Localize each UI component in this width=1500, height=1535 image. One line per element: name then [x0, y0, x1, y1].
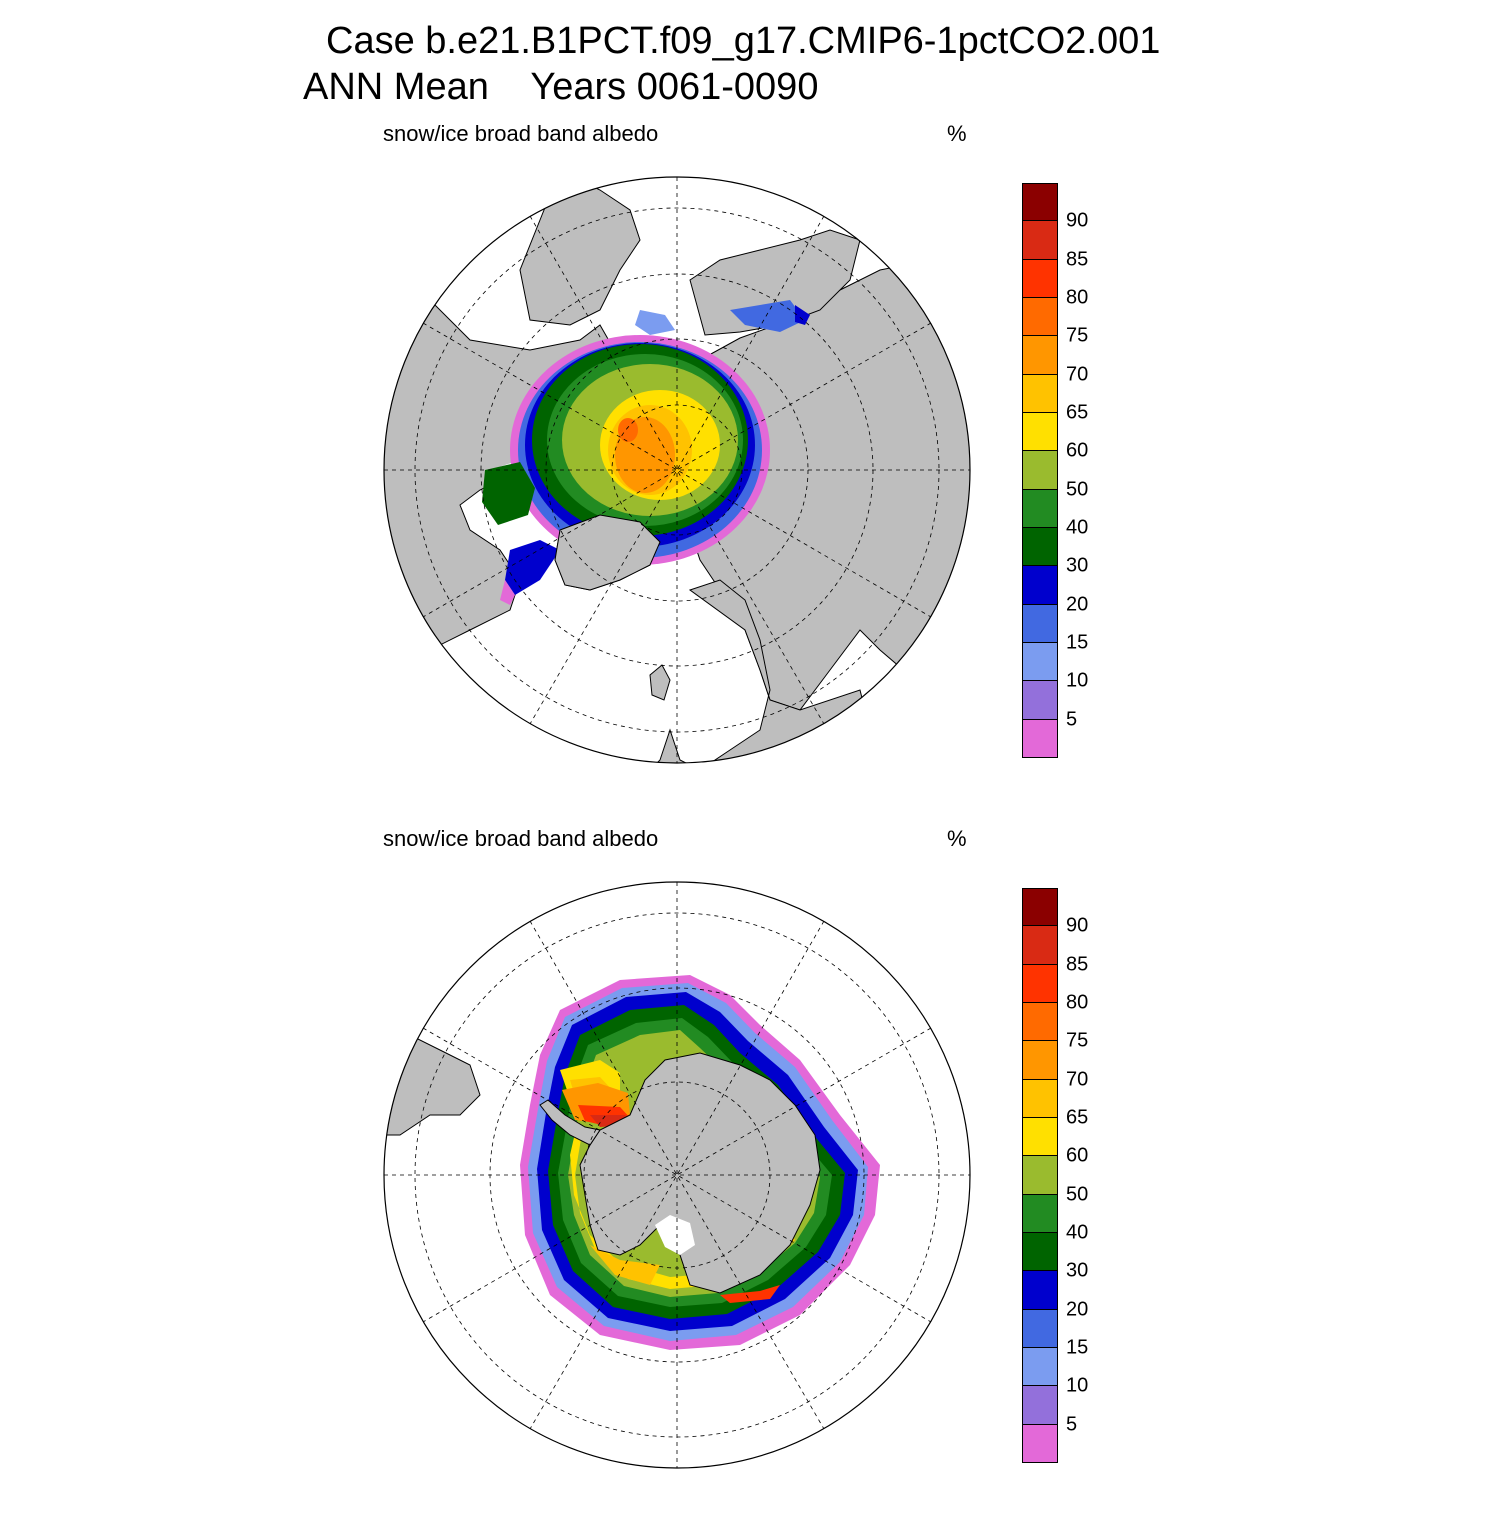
north-ice-baffin [505, 540, 560, 595]
south-colorbar-tick-label: 90 [1066, 914, 1089, 937]
north-colorbar-swatch [1022, 451, 1058, 490]
south-colorbar-swatch [1022, 1386, 1058, 1425]
south-colorbar-swatch [1022, 1003, 1058, 1042]
south-colorbar-swatch [1022, 888, 1058, 927]
south-colorbar-tick-label: 85 [1066, 953, 1089, 976]
north-panel: snow/ice broad band albedo % [0, 110, 1500, 830]
north-colorbar-tick-label: 85 [1066, 248, 1089, 271]
north-colorbar-tick-label: 30 [1066, 554, 1089, 577]
north-colorbar-swatch [1022, 221, 1058, 260]
south-colorbar-swatch [1022, 1156, 1058, 1195]
north-ice-band-10 [618, 418, 638, 442]
north-colorbar-swatch [1022, 681, 1058, 720]
south-map-border [383, 881, 971, 1469]
north-colorbar-swatch [1022, 528, 1058, 567]
south-colorbar-swatch [1022, 1118, 1058, 1157]
north-colorbar-swatch [1022, 374, 1058, 413]
north-colorbar: 5 10 15 20 30 40 50 60 65 70 75 80 85 90 [1022, 183, 1088, 758]
north-colorbar-tick-label: 10 [1066, 669, 1089, 692]
south-colorbar-swatch [1022, 964, 1058, 1003]
north-colorbar-swatch [1022, 183, 1058, 222]
figure-title-line1: Case b.e21.B1PCT.f09_g17.CMIP6-1pctCO2.0… [326, 20, 1161, 62]
south-colorbar-tick-label: 5 [1066, 1413, 1078, 1436]
south-colorbar-tick-label: 50 [1066, 1183, 1089, 1206]
south-ice-ross-red [720, 1285, 780, 1303]
north-colorbar-tick-label: 65 [1066, 401, 1089, 424]
north-colorbar-tick-label: 40 [1066, 516, 1089, 539]
north-colorbar-tick-label: 75 [1066, 324, 1089, 347]
north-colorbar-swatch [1022, 643, 1058, 682]
south-colorbar-tick-label: 65 [1066, 1106, 1089, 1129]
north-polar-map [383, 176, 971, 764]
south-colorbar-swatch [1022, 926, 1058, 965]
south-colorbar-tick-label: 20 [1066, 1298, 1089, 1321]
north-land-greenland-top [554, 514, 661, 591]
north-graticule [384, 177, 970, 763]
north-ice-okhotsk [730, 300, 805, 332]
south-colorbar-tick-label: 70 [1066, 1068, 1089, 1091]
south-colorbar-swatch [1022, 1041, 1058, 1080]
north-panel-units: % [947, 121, 967, 146]
south-colorbar-swatch [1022, 1079, 1058, 1118]
south-colorbar-tick-label: 15 [1066, 1336, 1089, 1359]
south-panel: snow/ice broad band albedo % [0, 815, 1500, 1535]
south-colorbar-swatch [1022, 1233, 1058, 1272]
south-colorbar-tick-label: 80 [1066, 991, 1089, 1014]
north-land-europe [629, 579, 871, 763]
north-colorbar-swatch [1022, 298, 1058, 337]
north-colorbar-swatch [1022, 604, 1058, 643]
north-colorbar-tick-label: 20 [1066, 593, 1089, 616]
north-colorbar-tick-label: 5 [1066, 708, 1078, 731]
north-colorbar-tick-label: 50 [1066, 478, 1089, 501]
south-graticule [384, 882, 970, 1468]
south-panel-units: % [947, 826, 967, 851]
south-colorbar-swatch [1022, 1424, 1058, 1463]
south-ross-shelf [655, 1215, 695, 1255]
south-land-antarctica [579, 1052, 821, 1294]
south-panel-label: snow/ice broad band albedo [383, 826, 659, 851]
north-ice-hudson [482, 462, 535, 525]
north-colorbar-swatch [1022, 413, 1058, 452]
north-map-border [383, 176, 971, 764]
north-colorbar-swatch [1022, 719, 1058, 758]
north-land-britain [649, 664, 671, 701]
north-colorbar-tick-label: 80 [1066, 286, 1089, 309]
south-polar-map [383, 881, 971, 1469]
south-colorbar-tick-label: 75 [1066, 1029, 1089, 1052]
south-colorbar-tick-label: 40 [1066, 1221, 1089, 1244]
south-colorbar-tick-label: 60 [1066, 1144, 1089, 1167]
north-colorbar-tick-label: 90 [1066, 209, 1089, 232]
north-land-alaska [519, 177, 641, 326]
north-colorbar-swatch [1022, 489, 1058, 528]
north-ice-bering [635, 310, 675, 335]
south-colorbar: 5 10 15 20 30 40 50 60 65 70 75 80 85 90 [1022, 888, 1088, 1463]
north-land-chukotka [689, 229, 861, 336]
south-colorbar-swatch [1022, 1194, 1058, 1233]
north-colorbar-tick-label: 70 [1066, 363, 1089, 386]
south-colorbar-tick-label: 10 [1066, 1374, 1089, 1397]
north-panel-label: snow/ice broad band albedo [383, 121, 659, 146]
north-colorbar-swatch [1022, 566, 1058, 605]
south-colorbar-swatch [1022, 1271, 1058, 1310]
north-colorbar-swatch [1022, 259, 1058, 298]
north-colorbar-tick-label: 60 [1066, 439, 1089, 462]
figure-title-line2: ANN Mean Years 0061-0090 [303, 66, 819, 108]
south-colorbar-swatch [1022, 1348, 1058, 1387]
south-colorbar-swatch [1022, 1309, 1058, 1348]
north-colorbar-tick-label: 15 [1066, 631, 1089, 654]
north-ice-labrador [500, 580, 515, 605]
south-colorbar-tick-label: 30 [1066, 1259, 1089, 1282]
north-ice-okhotsk-dark [795, 305, 810, 325]
north-colorbar-swatch [1022, 336, 1058, 375]
